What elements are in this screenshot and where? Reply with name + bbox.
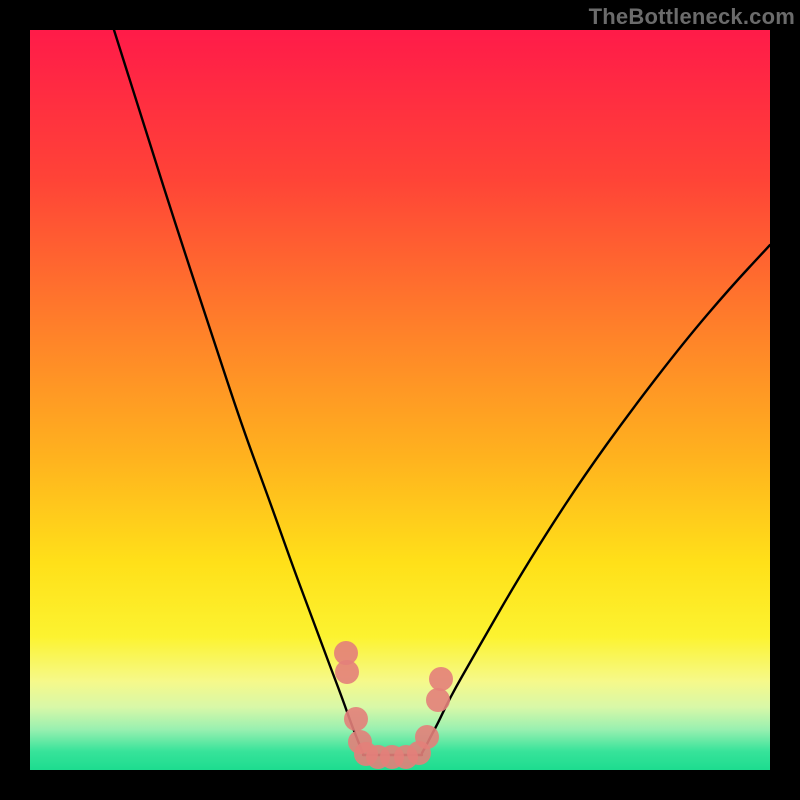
chart-svg [0, 0, 800, 800]
watermark-text: TheBottleneck.com [589, 4, 795, 30]
data-marker [344, 707, 368, 731]
chart-frame: TheBottleneck.com [0, 0, 800, 800]
data-marker [429, 667, 453, 691]
data-marker [415, 725, 439, 749]
data-marker [426, 688, 450, 712]
data-marker [335, 660, 359, 684]
plot-background [30, 30, 770, 770]
